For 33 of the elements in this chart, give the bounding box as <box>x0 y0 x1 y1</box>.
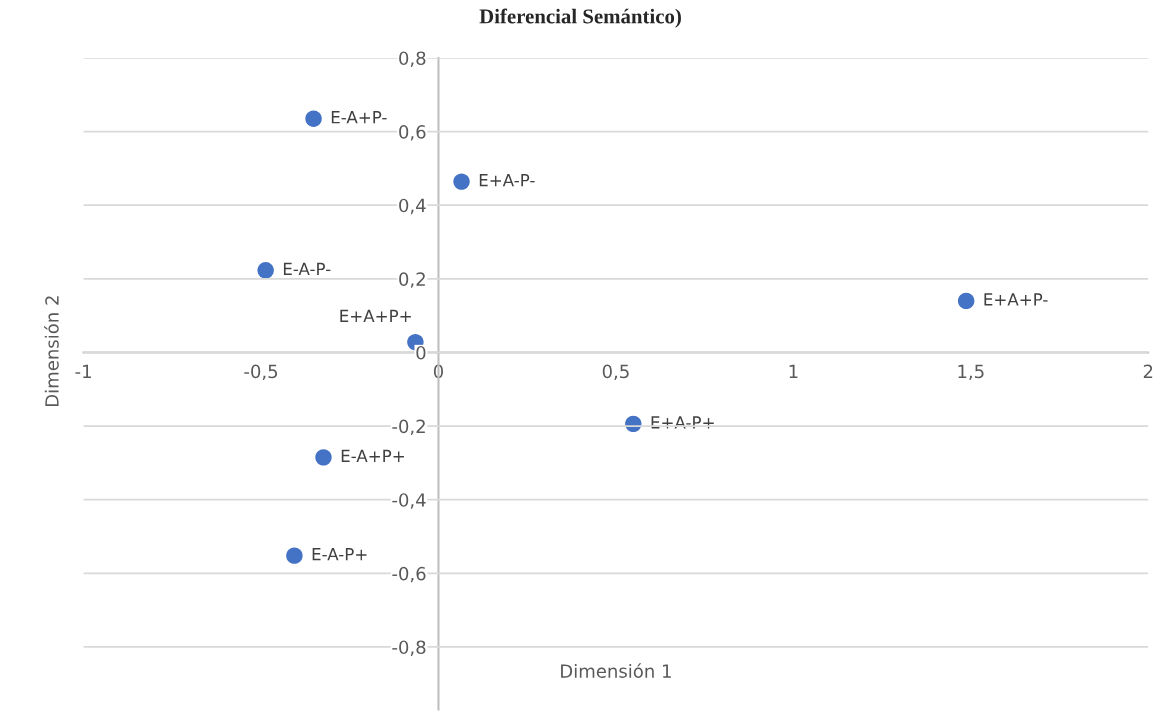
x-tick-label: -1 <box>75 364 91 378</box>
annotation: E+A-P- <box>479 174 535 187</box>
y-axis-title: Dimensión 2 <box>44 296 59 406</box>
y-tick-label: 0,6 <box>399 125 426 141</box>
point <box>453 173 470 190</box>
annotation: E+A+P+ <box>340 309 411 322</box>
point <box>305 110 322 127</box>
y-tick-label: -0,8 <box>392 640 426 656</box>
x-tick-label: -0,5 <box>244 364 278 381</box>
chart-title: Diferencial Semántico) <box>479 8 681 28</box>
annotation: E+A-P+ <box>651 416 714 429</box>
y-tick-label: 0,4 <box>399 198 426 215</box>
point <box>315 449 332 466</box>
x-tick-label: 1 <box>789 364 798 378</box>
y-tick-label: 0,8 <box>399 51 426 67</box>
x-tick-label: 1,5 <box>958 364 984 381</box>
x-tick-label: 0 <box>433 364 444 379</box>
x-axis-title: Dimensión 1 <box>561 663 671 678</box>
x-tick-label: 0,5 <box>602 364 629 381</box>
annotation: E-A-P- <box>283 262 331 275</box>
point <box>257 262 274 279</box>
y-tick-label: 0 <box>416 345 426 360</box>
y-tick-label: -0,4 <box>392 493 426 509</box>
y-tick-label: -0,6 <box>392 566 426 583</box>
annotation: E-A+P- <box>331 111 387 124</box>
x-tick-label: 2 <box>1143 364 1153 378</box>
y-tick-label: -0,2 <box>392 419 425 436</box>
point <box>286 547 303 564</box>
annotation: E-A+P+ <box>341 449 404 462</box>
annotation: E+A+P- <box>984 293 1048 306</box>
annotation: E-A-P+ <box>312 548 367 561</box>
point <box>957 292 975 310</box>
y-tick-label: 0,2 <box>399 272 425 288</box>
